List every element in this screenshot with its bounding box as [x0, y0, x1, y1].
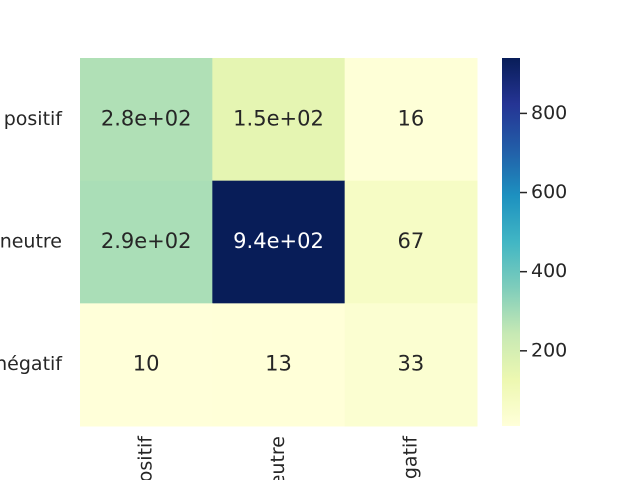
colorbar-tick-label: 800: [531, 102, 567, 124]
cell-label: 16: [397, 106, 424, 130]
heatmap-cell: [344, 58, 478, 182]
heatmap-cell: [344, 180, 478, 304]
colorbar-tick-label: 400: [531, 260, 567, 282]
heatmap-cell: [80, 58, 213, 182]
cell-label: 10: [133, 352, 160, 376]
cell-label: 9.4e+02: [233, 229, 324, 253]
cell-label: 1.5e+02: [233, 106, 324, 130]
cell-label: 67: [397, 229, 424, 253]
x-tick-label: neutre: [267, 436, 289, 480]
y-tick-label: positif: [4, 108, 64, 130]
heatmap-cell: [80, 180, 213, 304]
heatmap-cell: [212, 303, 346, 427]
x-tick-label: positif: [135, 435, 157, 480]
heatmap-cell: [212, 58, 346, 182]
y-tick-label: neutre: [0, 231, 62, 253]
heatmap-cell: [80, 303, 213, 427]
cell-label: 2.8e+02: [101, 106, 192, 130]
y-tick-label: négatif: [0, 353, 63, 375]
heatmap-cell: [344, 303, 478, 427]
cell-label: 2.9e+02: [101, 229, 192, 253]
cell-label: 33: [397, 352, 424, 376]
heatmap-cell: [212, 180, 346, 304]
colorbar-tick-label: 200: [531, 339, 567, 361]
x-tick-label: négatif: [399, 435, 421, 480]
colorbar: [502, 58, 520, 426]
cell-label: 13: [265, 352, 292, 376]
colorbar-tick-label: 600: [531, 181, 567, 203]
